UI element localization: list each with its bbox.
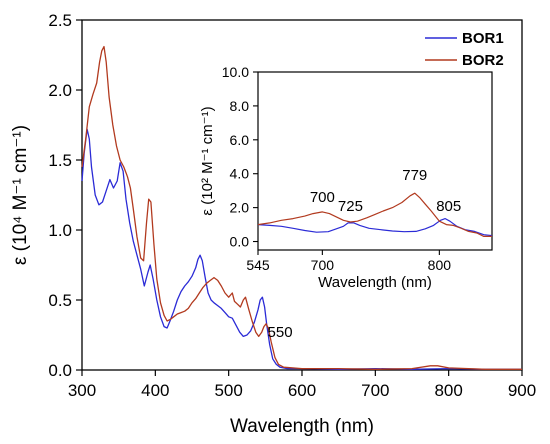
inset-annotation-805: 805 (436, 198, 461, 215)
inset-series-line-bor2 (257, 192, 492, 237)
inset-annotation-779: 779 (402, 167, 427, 184)
main-x-tick-label: 800 (434, 381, 462, 400)
inset-y-tick-label: 4.0 (230, 166, 250, 182)
main-x-tick-label: 400 (141, 381, 169, 400)
inset-y-tick-label: 2.0 (230, 200, 250, 216)
main-y-tick-label: 1.5 (48, 151, 72, 170)
main-y-tick-label: 2.0 (48, 81, 72, 100)
inset-series-line-bor1 (257, 218, 493, 237)
inset-annotation-700: 700 (310, 189, 335, 206)
inset-plot-frame (257, 71, 493, 251)
legend: BOR1 BOR2 (425, 30, 504, 69)
inset-x-tick-label: 545 (246, 257, 270, 273)
legend-label-bor2: BOR2 (462, 52, 504, 69)
series-line-bor1 (81, 128, 522, 370)
main-y-tick-label: 0.5 (48, 291, 72, 310)
legend-label-bor1: BOR1 (462, 30, 504, 47)
annotation-550: 550 (268, 324, 293, 341)
inset-annotation-725: 725 (338, 198, 363, 215)
main-x-tick-label: 300 (68, 381, 96, 400)
inset-x-tick-label: 800 (428, 257, 452, 273)
inset-y-tick-label: 10.0 (222, 64, 249, 80)
main-x-tick-label: 900 (508, 381, 536, 400)
inset-y-tick-label: 0.0 (230, 234, 250, 250)
inset-y-tick-label: 6.0 (230, 132, 250, 148)
main-x-tick-label: 700 (361, 381, 389, 400)
main-x-axis-title: Wavelength (nm) (230, 416, 374, 437)
main-y-tick-label: 2.5 (48, 11, 72, 30)
main-y-tick-label: 1.0 (48, 221, 72, 240)
main-y-tick-label: 0.0 (48, 361, 72, 380)
main-y-axis-title: ε (10⁴ M⁻¹ cm⁻¹) (10, 125, 31, 265)
inset-x-axis-title: Wavelength (nm) (318, 274, 432, 291)
main-x-tick-label: 600 (288, 381, 316, 400)
main-x-tick-label: 500 (214, 381, 242, 400)
inset-x-tick-label: 700 (311, 257, 335, 273)
series-line-bor2 (81, 45, 522, 370)
inset-y-axis-title: ε (10² M⁻¹ cm⁻¹) (199, 106, 216, 215)
inset-y-tick-label: 8.0 (230, 98, 250, 114)
